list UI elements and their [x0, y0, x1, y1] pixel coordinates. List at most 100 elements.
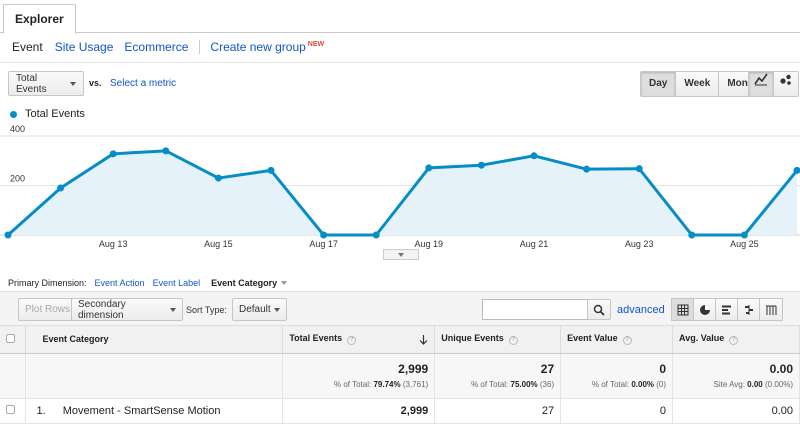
data-point[interactable]: [162, 147, 170, 155]
day-button[interactable]: Day: [641, 72, 677, 96]
series-area: [8, 150, 797, 235]
help-icon[interactable]: ?: [622, 336, 632, 346]
totals-event-value-share: % of Total: 0.00% (0): [567, 380, 666, 389]
x-tick-label: Aug 19: [415, 239, 444, 249]
create-new-group-link[interactable]: Create new group NEW: [210, 40, 324, 54]
dimension-event-label[interactable]: Event Label: [152, 278, 201, 288]
week-button[interactable]: Week: [676, 72, 720, 96]
totals-row: 2,999 % of Total: 79.74% (3,761) 27 % of…: [0, 353, 800, 399]
row-select-cell: [0, 398, 27, 424]
subnav-ecommerce[interactable]: Ecommerce: [124, 40, 189, 54]
pie-view-button[interactable]: [694, 299, 716, 320]
data-point[interactable]: [477, 161, 485, 169]
data-point[interactable]: [530, 152, 538, 160]
table-toolbar: Plot Rows Secondary dimension Sort Type:…: [0, 291, 800, 326]
data-point[interactable]: [635, 165, 643, 173]
tab-explorer[interactable]: Explorer: [3, 4, 76, 34]
col-event-category[interactable]: Event Category: [25, 326, 284, 354]
chart-legend: Total Events: [10, 108, 85, 120]
col-total-events[interactable]: Total Events?: [282, 326, 436, 354]
dimension-event-action[interactable]: Event Action: [94, 278, 145, 288]
table-search-input[interactable]: [482, 299, 588, 320]
row-event-value: 0: [560, 398, 674, 424]
search-button[interactable]: [587, 299, 611, 320]
totals-avg-value-share: Site Avg: 0.00 (0.00%): [679, 380, 794, 389]
totals-total-events: 2,999 % of Total: 79.74% (3,761): [282, 353, 436, 399]
select-all-checkbox[interactable]: [6, 333, 15, 343]
plot-rows-button[interactable]: Plot Rows: [18, 298, 78, 321]
x-tick-label: Aug 17: [309, 239, 338, 249]
help-icon[interactable]: ?: [347, 336, 357, 346]
motion-chart-button[interactable]: [774, 72, 798, 96]
data-point[interactable]: [109, 150, 117, 158]
report-table: Event Category Total Events? Unique Even…: [0, 326, 800, 424]
share-value: 0.00: [747, 380, 763, 389]
subnav-event[interactable]: Event: [12, 40, 43, 54]
subnav-site-usage[interactable]: Site Usage: [54, 40, 114, 54]
col-avg-value[interactable]: Avg. Value?: [672, 326, 800, 354]
chart-collapse-handle[interactable]: [383, 249, 419, 260]
data-point[interactable]: [583, 165, 591, 173]
col-unique-events-label: Unique Events: [441, 333, 504, 344]
sort-type-select[interactable]: Default: [232, 298, 287, 321]
secondary-dimension-label: Secondary dimension: [78, 298, 126, 321]
primary-dimension-bar: Primary Dimension: Event Action Event La…: [8, 278, 288, 288]
help-icon[interactable]: ?: [508, 336, 518, 346]
select-all-cell: [0, 326, 27, 354]
share-abs: (36): [539, 380, 555, 389]
search-icon: [593, 304, 605, 316]
totals-label-cell: [25, 353, 284, 399]
data-point[interactable]: [320, 231, 328, 239]
data-point[interactable]: [793, 166, 800, 174]
metric-select[interactable]: Total Events: [8, 71, 84, 96]
data-point[interactable]: [4, 231, 12, 239]
chevron-down-icon: [170, 307, 176, 312]
chart-type-toggle: [748, 71, 799, 97]
help-icon[interactable]: ?: [729, 336, 739, 346]
col-event-value[interactable]: Event Value?: [560, 326, 674, 354]
data-point[interactable]: [57, 184, 65, 192]
data-point[interactable]: [688, 231, 696, 239]
col-unique-events[interactable]: Unique Events?: [434, 326, 562, 354]
dimension-event-category[interactable]: Event Category: [211, 278, 278, 288]
line-chart-button[interactable]: [749, 72, 774, 96]
legend-total-events: Total Events: [25, 108, 85, 120]
col-avg-value-label: Avg. Value: [679, 333, 725, 344]
pivot-view-icon: [766, 305, 777, 315]
metric-group-nav: Event Site Usage Ecommerce Create new gr…: [12, 38, 335, 56]
metric-select-value: Total Events: [16, 72, 47, 95]
bar-view-button[interactable]: [716, 299, 738, 320]
totals-avg-value: 0.00 Site Avg: 0.00 (0.00%): [672, 353, 800, 399]
legend-dot-icon: [10, 110, 17, 118]
series-line: [7, 149, 799, 237]
table-view-button[interactable]: [672, 299, 694, 320]
data-point[interactable]: [214, 174, 222, 182]
comparison-view-button[interactable]: [738, 299, 760, 320]
pivot-view-button[interactable]: [760, 299, 782, 320]
row-category-link[interactable]: Movement - SmartSense Motion: [62, 404, 221, 417]
share-value: 75.00%: [510, 380, 538, 389]
select-metric-link[interactable]: Select a metric: [110, 78, 177, 89]
row-category-cell: 1. Movement - SmartSense Motion: [25, 398, 284, 424]
data-point[interactable]: [267, 166, 275, 174]
row-checkbox[interactable]: [6, 404, 15, 414]
share-label: % of Total:: [334, 380, 372, 389]
data-point[interactable]: [740, 231, 748, 239]
data-point[interactable]: [425, 164, 433, 172]
totals-event-value-value: 0: [659, 362, 667, 376]
share-value: 79.74%: [373, 380, 401, 389]
totals-avg-value-value: 0.00: [769, 362, 793, 376]
secondary-dimension-select[interactable]: Secondary dimension: [71, 298, 183, 321]
share-abs: (3,761): [402, 380, 429, 389]
advanced-filter-link[interactable]: advanced: [617, 304, 665, 316]
x-tick-label: Aug 21: [520, 239, 549, 249]
create-group-label: Create new group: [210, 40, 306, 54]
row-index: 1.: [36, 404, 46, 417]
subnav-divider: [199, 40, 201, 54]
data-point[interactable]: [372, 231, 380, 239]
totals-total-events-value: 2,999: [398, 362, 429, 376]
motion-chart-icon: [780, 74, 791, 85]
totals-total-events-share: % of Total: 79.74% (3,761): [289, 380, 428, 389]
vs-label: vs.: [89, 78, 102, 88]
